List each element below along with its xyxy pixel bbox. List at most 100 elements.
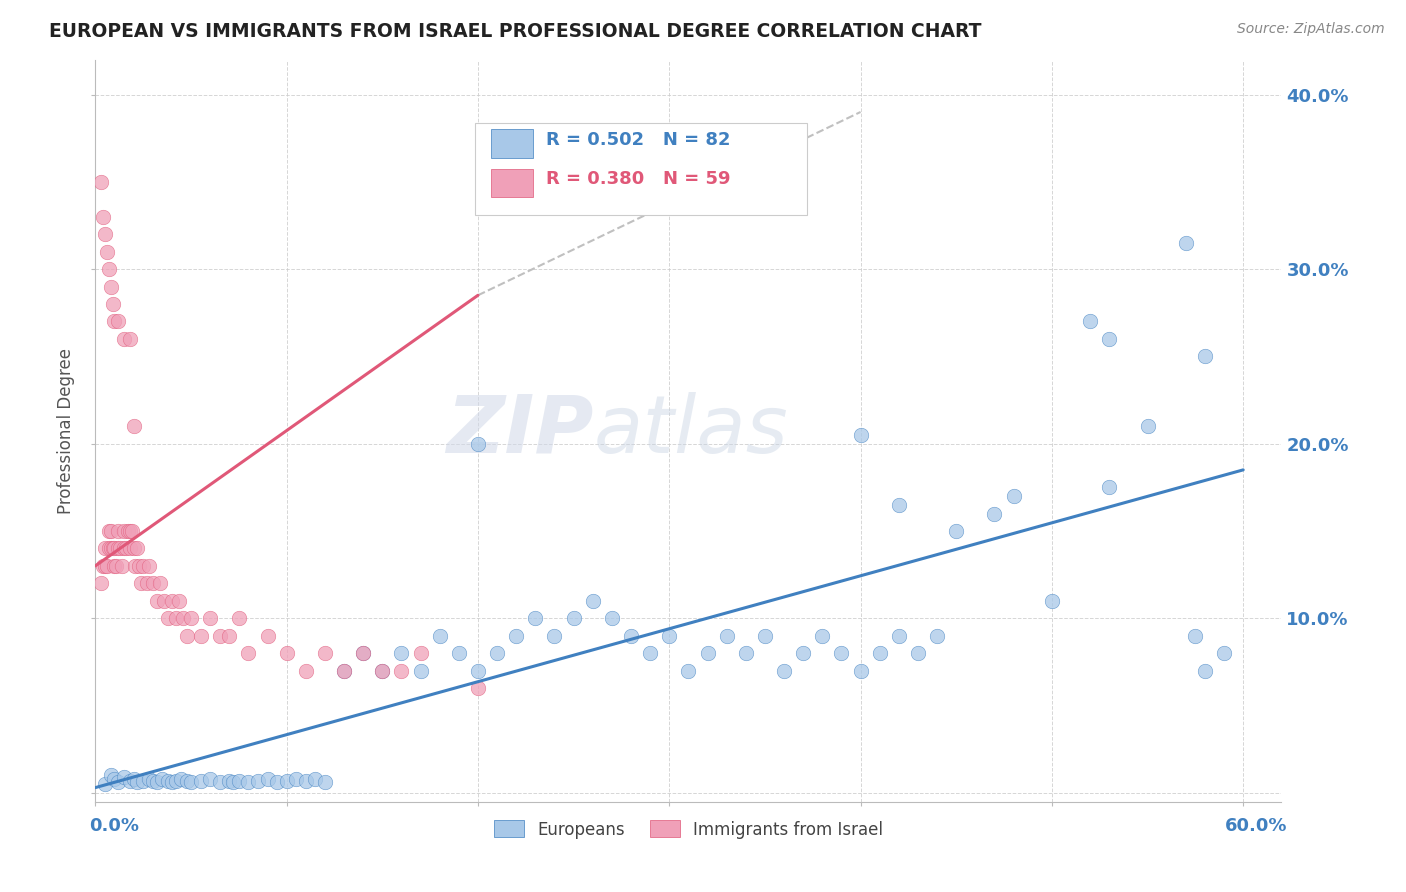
Point [238, 775, 260, 789]
Text: 60.0%: 60.0% [1225, 817, 1288, 835]
Point [198, 611, 221, 625]
Point [391, 664, 413, 678]
Point [142, 773, 165, 788]
Point [222, 775, 245, 789]
Point [157, 611, 180, 625]
Text: ZIP: ZIP [446, 392, 593, 469]
Point [304, 772, 326, 786]
Point [165, 773, 187, 788]
Point [91, 558, 114, 573]
Point [103, 314, 125, 328]
Point [157, 773, 180, 788]
Point [638, 646, 661, 660]
Point [129, 576, 152, 591]
Point [429, 629, 451, 643]
Point [118, 524, 141, 538]
Point [352, 646, 374, 660]
Point [91, 210, 114, 224]
Point [132, 558, 155, 573]
Point [716, 629, 738, 643]
Point [112, 770, 135, 784]
Point [658, 629, 681, 643]
Point [524, 611, 547, 625]
Point [100, 541, 122, 556]
Point [132, 773, 155, 788]
Point [849, 428, 872, 442]
Point [486, 646, 509, 660]
Point [276, 773, 298, 788]
FancyBboxPatch shape [492, 169, 533, 197]
Point [108, 541, 131, 556]
Point [409, 664, 432, 678]
Point [97, 262, 120, 277]
Point [582, 594, 605, 608]
Text: 0.0%: 0.0% [90, 817, 139, 835]
Point [352, 646, 374, 660]
Point [149, 576, 172, 591]
Point [1213, 646, 1236, 660]
Point [100, 279, 122, 293]
Point [122, 541, 145, 556]
Point [112, 541, 135, 556]
Point [869, 646, 891, 660]
Point [678, 664, 700, 678]
Point [100, 768, 122, 782]
Point [1098, 480, 1121, 494]
Point [600, 611, 623, 625]
Point [734, 646, 756, 660]
Point [122, 772, 145, 786]
Point [371, 664, 394, 678]
Point [90, 576, 112, 591]
Point [165, 611, 187, 625]
Point [887, 498, 910, 512]
Point [105, 558, 128, 573]
Point [266, 775, 288, 789]
Point [136, 576, 159, 591]
Point [218, 773, 240, 788]
Point [467, 664, 489, 678]
Point [467, 681, 489, 695]
Point [96, 244, 118, 259]
Point [118, 332, 141, 346]
Point [447, 646, 470, 660]
Point [128, 558, 150, 573]
Point [218, 629, 240, 643]
FancyBboxPatch shape [492, 129, 533, 158]
Point [333, 664, 356, 678]
Point [180, 611, 202, 625]
Point [190, 773, 212, 788]
Point [111, 558, 134, 573]
Point [228, 611, 250, 625]
Point [907, 646, 929, 660]
Point [107, 314, 129, 328]
Point [285, 772, 308, 786]
Point [505, 629, 527, 643]
Point [118, 541, 141, 556]
Point [256, 772, 278, 786]
Point [97, 524, 120, 538]
Point [176, 629, 198, 643]
Text: atlas: atlas [593, 392, 789, 469]
Point [90, 175, 112, 189]
Point [101, 541, 124, 556]
Point [371, 664, 394, 678]
Point [172, 611, 194, 625]
Point [117, 524, 139, 538]
Y-axis label: Professional Degree: Professional Degree [58, 348, 75, 514]
Point [101, 297, 124, 311]
Point [543, 629, 565, 643]
Point [1184, 629, 1206, 643]
Point [294, 664, 316, 678]
Point [107, 541, 129, 556]
Point [127, 541, 149, 556]
Point [1174, 235, 1197, 250]
Point [198, 772, 221, 786]
Point [1002, 489, 1025, 503]
Text: R = 0.502   N = 82: R = 0.502 N = 82 [546, 131, 731, 149]
Point [153, 594, 176, 608]
Point [145, 775, 167, 789]
Point [256, 629, 278, 643]
Point [1098, 332, 1121, 346]
Point [294, 773, 316, 788]
Point [112, 332, 135, 346]
